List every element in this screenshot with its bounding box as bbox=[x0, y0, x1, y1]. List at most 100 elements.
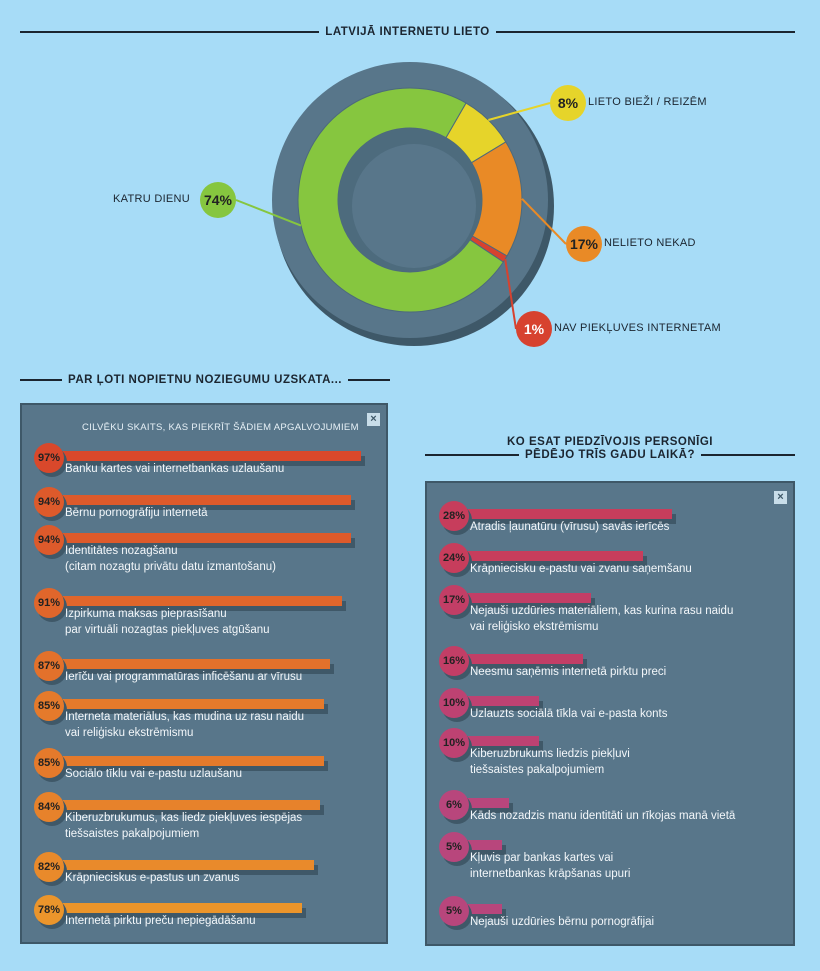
pct-badge: 84% bbox=[34, 792, 64, 822]
pct-badge: 85% bbox=[34, 691, 64, 721]
bar-label-line: Neesmu saņēmis internetā pirktu preci bbox=[470, 666, 667, 678]
bar-label: Nejauši uzdūries bērnu pornogrāfijai bbox=[470, 914, 654, 930]
pct-badge: 82% bbox=[34, 852, 64, 882]
bar-label-line: Ierīču vai programmatūras inficēšanu ar … bbox=[65, 671, 303, 683]
bar-label-line: Krāpniecisku e-pastu vai zvanu saņemšanu bbox=[470, 563, 692, 575]
bar bbox=[465, 654, 583, 664]
left-title-text: PAR ĻOTI NOPIETNU NOZIEGUMU UZSKATA... bbox=[68, 374, 342, 386]
bar-label-line: Kiberuzbrukumus, kas liedz piekļuves ies… bbox=[65, 812, 303, 824]
pct-badge: 78% bbox=[34, 895, 64, 925]
bar-shadow bbox=[469, 701, 543, 711]
bar-label-line: Interneta materiālus, kas mudina uz rasu… bbox=[65, 711, 305, 723]
bar-shadow bbox=[469, 845, 506, 855]
pct-badge: 87% bbox=[34, 651, 64, 681]
bar-label-line: internetbankas krāpšanas upuri bbox=[470, 868, 631, 880]
bar-shadow bbox=[469, 909, 506, 919]
bar bbox=[465, 736, 539, 746]
bar bbox=[60, 699, 324, 709]
bar-label-line: par virtuāli nozagtas piekļuves atgūšanu bbox=[65, 624, 270, 636]
bar bbox=[465, 696, 539, 706]
bar-shadow bbox=[64, 456, 365, 466]
pct-badge: 17% bbox=[439, 585, 469, 615]
bar bbox=[60, 495, 351, 505]
donut-pct-never: 17% bbox=[566, 226, 602, 262]
bar bbox=[60, 756, 324, 766]
pct-badge: 91% bbox=[34, 588, 64, 618]
bar-label-line: Nejauši uzdūries bērnu pornogrāfijai bbox=[470, 916, 655, 928]
bar bbox=[465, 840, 502, 850]
bar-shadow bbox=[64, 601, 346, 611]
bar-label-line: Banku kartes vai internetbankas uzlaušan… bbox=[65, 463, 285, 475]
pct-badge: 16% bbox=[439, 646, 469, 676]
bar-label: Kiberuzbrukumus, kas liedz piekļuves ies… bbox=[65, 810, 302, 842]
bar-label: Kiberuzbrukums liedzis piekļuvi tiešsaist… bbox=[470, 746, 630, 778]
bar-shadow bbox=[469, 514, 676, 524]
pct-badge: 10% bbox=[439, 688, 469, 718]
donut-leader-daily bbox=[235, 199, 302, 227]
bar-label: Krāpnieciskus e-pastus un zvanus bbox=[65, 870, 240, 886]
pct-badge: 6% bbox=[439, 790, 469, 820]
bar-label: Uzlauzts sociālā tīkla vai e-pasta konts bbox=[470, 706, 668, 722]
bar-label: Atradis ļaunatūru (vīrusu) savās ierīcēs bbox=[470, 519, 669, 535]
donut-leader-often bbox=[488, 102, 551, 121]
bar-shadow bbox=[64, 865, 318, 875]
bar-label: Interneta materiālus, kas mudina uz rasu… bbox=[65, 709, 304, 741]
bar-label-line: Krāpnieciskus e-pastus un zvanus bbox=[65, 872, 240, 884]
right-title-line1: KO ESAT PIEDZĪVOJIS PERSONĪGI bbox=[507, 436, 713, 448]
bar-label: Sociālo tīklu vai e-pastu uzlaušanu bbox=[65, 766, 242, 782]
bar-shadow bbox=[64, 761, 328, 771]
bar bbox=[465, 509, 672, 519]
donut-label-noaccess: NAV PIEKĻUVES INTERNETAM bbox=[554, 322, 721, 334]
donut-pct-daily: 74% bbox=[200, 182, 236, 218]
donut-leader-noaccess bbox=[504, 258, 517, 330]
bar-label-line: Bērnu pornogrāfiju internetā bbox=[65, 507, 208, 519]
right-close-button[interactable]: × bbox=[774, 491, 787, 504]
pct-badge: 28% bbox=[439, 501, 469, 531]
pct-badge: 85% bbox=[34, 748, 64, 778]
pct-badge: 5% bbox=[439, 832, 469, 862]
bar-label-line: tiešsaistes pakalpojumiem bbox=[470, 764, 605, 776]
bar-shadow bbox=[64, 500, 355, 510]
bar-label-line: (citam nozagtu privātu datu izmantošanu) bbox=[65, 561, 276, 573]
bar bbox=[60, 903, 302, 913]
bar-label: Bērnu pornogrāfiju internetā bbox=[65, 505, 208, 521]
bar-label: Banku kartes vai internetbankas uzlaušan… bbox=[65, 461, 284, 477]
donut-inner-disc bbox=[352, 144, 476, 268]
right-section-title: KO ESAT PIEDZĪVOJIS PERSONĪGI PĒDĒJO TRĪ… bbox=[425, 436, 795, 461]
pct-badge: 94% bbox=[34, 487, 64, 517]
bar-label-line: vai reliģisko ekstrēmismu bbox=[470, 621, 599, 633]
bar-label: Internetā pirktu preču nepiegādāšanu bbox=[65, 913, 256, 929]
donut-slice-daily bbox=[297, 87, 504, 313]
bar bbox=[465, 904, 502, 914]
bar bbox=[60, 860, 314, 870]
bar-label-line: Atradis ļaunatūru (vīrusu) savās ierīcēs bbox=[470, 521, 670, 533]
bar-label-line: Nejauši uzdūries materiāliem, kas kurina… bbox=[470, 605, 734, 617]
bar bbox=[60, 451, 361, 461]
bar-label: Neesmu saņēmis internetā pirktu preci bbox=[470, 664, 666, 680]
bar-label-line: Sociālo tīklu vai e-pastu uzlaušanu bbox=[65, 768, 243, 780]
bar-label: Identitātes nozagšanu (citam nozagtu priv… bbox=[65, 543, 276, 575]
donut-label-daily: KATRU DIENU bbox=[113, 193, 191, 205]
bar-shadow bbox=[64, 704, 328, 714]
pct-badge: 10% bbox=[439, 728, 469, 758]
bar-label: Kļuvis par bankas kartes vai internetbank… bbox=[470, 850, 630, 882]
bar bbox=[60, 596, 342, 606]
donut-pct-noaccess: 1% bbox=[516, 311, 552, 347]
bar-label: Krāpniecisku e-pastu vai zvanu saņemšanu bbox=[470, 561, 692, 577]
bar-label-line: vai reliģisku ekstrēmismu bbox=[65, 727, 194, 739]
bar-label-line: Kāds nozadzis manu identitāti un rīkojas… bbox=[470, 810, 736, 822]
left-panel: CILVĒKU SKAITS, KAS PIEKRĪT ŠĀDIEM APGAL… bbox=[20, 403, 388, 944]
donut-section-title: LATVIJĀ INTERNETU LIETO bbox=[20, 26, 796, 38]
pct-badge: 94% bbox=[34, 525, 64, 555]
donut-title: LATVIJĀ INTERNETU LIETO bbox=[325, 26, 490, 38]
bar bbox=[465, 593, 591, 603]
pct-badge: 97% bbox=[34, 443, 64, 473]
left-panel-header: CILVĒKU SKAITS, KAS PIEKRĪT ŠĀDIEM APGAL… bbox=[82, 422, 359, 433]
bar-shadow bbox=[469, 659, 587, 669]
bar-shadow bbox=[64, 664, 334, 674]
left-section-title: PAR ĻOTI NOPIETNU NOZIEGUMU UZSKATA... bbox=[20, 374, 391, 386]
bar-shadow bbox=[469, 598, 595, 608]
donut-leader-never bbox=[521, 198, 567, 245]
left-close-button[interactable]: × bbox=[367, 413, 380, 426]
right-panel: × 28% Atradis ļaunatūru (vīrusu) savās ie… bbox=[425, 481, 795, 946]
